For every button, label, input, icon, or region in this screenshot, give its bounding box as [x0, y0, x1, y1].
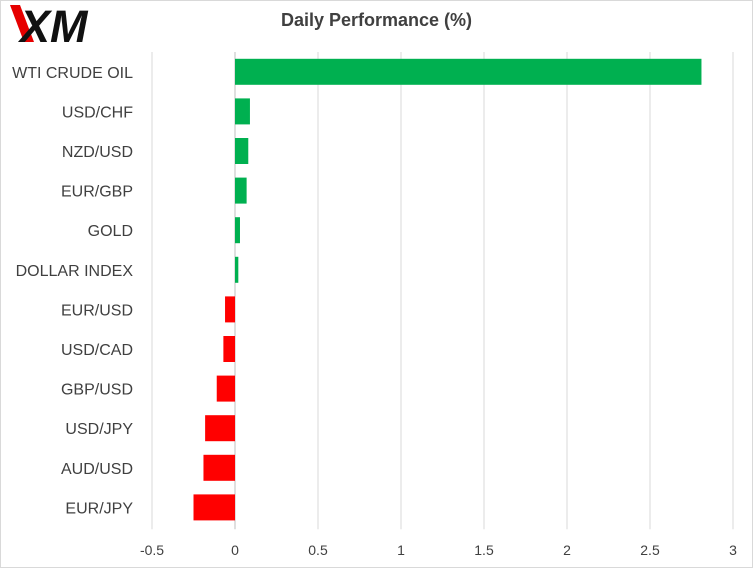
logo-text: XM: [17, 1, 89, 48]
category-label: EUR/GBP: [61, 184, 133, 201]
category-label: USD/JPY: [65, 421, 133, 438]
category-label: AUD/USD: [61, 461, 133, 478]
bar: [193, 494, 235, 521]
x-tick-label: 1.5: [474, 542, 494, 558]
bar: [205, 415, 235, 442]
category-label: EUR/USD: [61, 302, 133, 319]
x-tick-label: 1: [397, 542, 405, 558]
bar: [216, 375, 235, 402]
category-label: EUR/JPY: [65, 500, 133, 517]
bar: [235, 98, 250, 125]
chart-title-text: Daily Performance (%): [280, 10, 473, 30]
x-tick-label: -0.5: [140, 542, 164, 558]
category-label: USD/CAD: [61, 342, 133, 359]
bar: [235, 58, 702, 85]
chart-title: Daily Performance (%): [0, 10, 753, 31]
x-tick-label: 0: [231, 542, 239, 558]
x-tick-label: 0.5: [308, 542, 328, 558]
bar: [235, 217, 240, 244]
bar: [225, 296, 235, 323]
category-label: GBP/USD: [61, 382, 133, 399]
x-tick-label: 2: [563, 542, 571, 558]
bar: [235, 177, 247, 204]
category-labels: WTI CRUDE OIL USD/CHF NZD/USD EUR/GBP GOLD DO…: [12, 65, 133, 518]
bar: [235, 256, 239, 283]
x-axis-tick-labels: -0.5 0 0.5 1 1.5 2 2.5 3: [140, 542, 737, 558]
bar-series: [193, 58, 702, 521]
bar: [223, 336, 235, 362]
gridlines: [151, 52, 734, 530]
xm-logo: XM: [10, 1, 89, 48]
category-label: USD/CHF: [62, 104, 133, 121]
category-label: GOLD: [88, 223, 133, 240]
bar: [203, 454, 235, 481]
x-tick-label: 3: [729, 542, 737, 558]
category-label: WTI CRUDE OIL: [12, 65, 133, 82]
category-label: NZD/USD: [62, 144, 133, 161]
x-tick-label: 2.5: [640, 542, 660, 558]
category-label: DOLLAR INDEX: [16, 263, 134, 280]
bar: [235, 138, 249, 164]
logo-red-stroke: [10, 5, 34, 42]
